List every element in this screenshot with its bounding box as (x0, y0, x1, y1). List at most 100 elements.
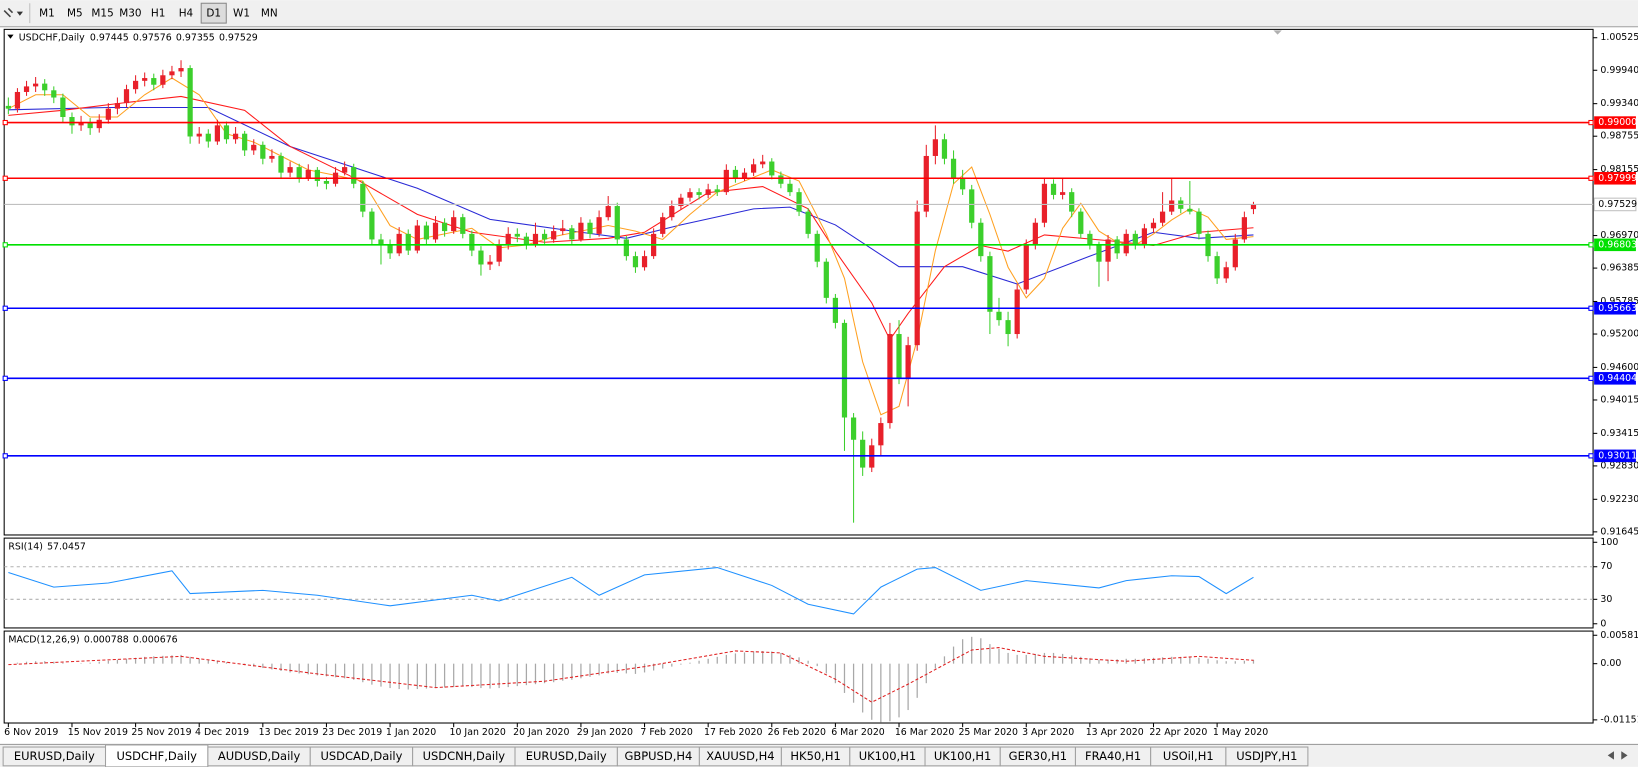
chart-tab-label[interactable]: UK100,H1 (934, 749, 991, 763)
candle-body (1196, 211, 1202, 234)
timeframe-button[interactable]: D1 (200, 2, 227, 24)
candle-body (1105, 239, 1111, 262)
timeframe-label[interactable]: D1 (206, 8, 221, 20)
candle-body (1069, 192, 1075, 212)
candle-body (423, 225, 430, 240)
candle-body (1041, 183, 1048, 223)
candle-body (305, 169, 311, 179)
candle-body (87, 122, 93, 129)
candle-body (832, 297, 839, 323)
x-tick-label: 13 Apr 2020 (1086, 727, 1144, 738)
chart-tab-label[interactable]: USDCNH,Daily (423, 749, 506, 763)
chart-tab-label[interactable]: GER30,H1 (1009, 749, 1067, 763)
chart-tab-label[interactable]: GBPUSD,H4 (624, 749, 692, 763)
candle-body (360, 183, 366, 212)
chart-tab-label[interactable]: EURUSD,Daily (526, 749, 607, 763)
tab-scroll-left[interactable] (1607, 751, 1614, 760)
timeframe-button-bg[interactable] (117, 3, 143, 24)
timeframe-label[interactable]: M5 (67, 8, 83, 20)
line-price-label-bg (1594, 238, 1636, 252)
x-tick-label: 22 Apr 2020 (1149, 727, 1207, 738)
chart-tab-label[interactable]: AUDUSD,Daily (218, 749, 301, 763)
timeframe-label[interactable]: W1 (233, 8, 250, 20)
line-handle (1588, 305, 1594, 311)
timeframe-button-bg[interactable] (145, 3, 171, 24)
cursor-tool-icon[interactable] (3, 7, 14, 18)
chart-tab-label[interactable]: XAUUSD,H4 (706, 749, 774, 763)
timeframe-button[interactable]: M30 (117, 3, 143, 24)
timeframe-button-bg[interactable] (200, 2, 227, 24)
timeframe-button[interactable]: M15 (90, 3, 116, 24)
timeframe-label[interactable]: M1 (39, 8, 55, 20)
chart-tab[interactable]: EURUSD,Daily (2, 746, 107, 767)
timeframe-button-bg[interactable] (90, 3, 116, 24)
candle-body (732, 169, 739, 179)
x-tick-label: 13 Dec 2019 (259, 727, 319, 738)
last-price-label: 0.97529 (1598, 199, 1637, 210)
timeframe-label[interactable]: MN (261, 8, 278, 20)
chart-tab[interactable]: GER30,H1 (999, 746, 1076, 767)
timeframe-buttons: M1 M5 M15 M30 H1 H4 D1 W1 MN (34, 2, 282, 24)
chart-tab-bg[interactable] (1225, 746, 1309, 767)
tab-scroll-right[interactable] (1621, 751, 1628, 760)
chart-tab[interactable]: HK50,H1 (780, 746, 851, 767)
timeframe-button[interactable]: MN (256, 3, 282, 24)
x-tick-label: 16 Mar 2020 (895, 727, 955, 738)
timeframe-button[interactable]: M5 (62, 3, 88, 24)
chart-tab[interactable]: FRA40,H1 (1074, 746, 1152, 767)
chart-tab-label[interactable]: HK50,H1 (790, 749, 840, 763)
x-tick-label: 25 Mar 2020 (958, 727, 1018, 738)
candle-body (996, 311, 1002, 321)
candle-body (723, 169, 729, 193)
line-handle (1588, 175, 1594, 181)
candle-body (596, 217, 602, 234)
candle-body (42, 83, 48, 91)
timeframe-button[interactable]: H1 (145, 3, 171, 24)
y-tick-label: 0.93415 (1600, 428, 1638, 439)
chart-tab[interactable]: GBPUSD,H4 (616, 746, 700, 767)
chart-tab-label[interactable]: USDJPY,H1 (1236, 749, 1297, 763)
tool-dropdown[interactable] (16, 11, 23, 16)
chart-tab[interactable]: XAUUSD,H4 (698, 746, 782, 767)
chart-menu-icon[interactable] (7, 34, 14, 39)
chart-tab[interactable]: UK100,H1 (924, 746, 1001, 767)
chart-tab-label[interactable]: USDCAD,Daily (320, 749, 402, 763)
candle-body (950, 158, 957, 179)
chart-tab-label[interactable]: FRA40,H1 (1085, 749, 1141, 763)
timeframe-label[interactable]: M30 (119, 8, 141, 20)
chart-tab[interactable]: USDCAD,Daily (309, 746, 414, 767)
chart-tab-label[interactable]: USDCHF,Daily (116, 749, 197, 763)
chart-tab-label[interactable]: UK100,H1 (859, 749, 916, 763)
candle-body (432, 222, 439, 240)
timeframe-button-bg[interactable] (62, 3, 88, 24)
chart-tab[interactable]: AUDUSD,Daily (207, 746, 311, 767)
y-tick-label: 0.94015 (1600, 394, 1638, 405)
timeframe-label[interactable]: H1 (151, 8, 166, 20)
candle-body (669, 206, 675, 218)
timeframe-button-bg[interactable] (228, 3, 255, 24)
candle-body (1150, 222, 1157, 229)
timeframe-button[interactable]: M1 (34, 3, 60, 24)
candle-body (242, 133, 248, 151)
chart-tab[interactable]: UK100,H1 (849, 746, 926, 767)
chart-tab-label[interactable]: EURUSD,Daily (14, 749, 95, 763)
chart-tab[interactable]: EURUSD,Daily (514, 746, 618, 767)
timeframe-label[interactable]: H4 (179, 8, 194, 20)
timeframe-button-bg[interactable] (34, 3, 60, 24)
candle-body (705, 189, 711, 195)
chart-tab[interactable]: USDJPY,H1 (1225, 746, 1309, 767)
chart-tab-label[interactable]: USOil,H1 (1163, 749, 1214, 763)
candle-body (660, 217, 666, 234)
timeframe-button-bg[interactable] (173, 3, 199, 24)
line-handle (1588, 375, 1594, 381)
chart-tab[interactable]: USOil,H1 (1150, 746, 1227, 767)
timeframe-label[interactable]: M15 (91, 8, 113, 20)
timeframe-button-bg[interactable] (256, 3, 282, 24)
candle-body (1250, 204, 1257, 210)
candle-body (1169, 200, 1175, 212)
timeframe-button[interactable]: H4 (173, 3, 199, 24)
chart-tab[interactable]: USDCNH,Daily (412, 746, 516, 767)
candle-body (369, 211, 375, 240)
timeframe-button[interactable]: W1 (228, 3, 255, 24)
chart-tab[interactable]: USDCHF,Daily (104, 744, 209, 767)
